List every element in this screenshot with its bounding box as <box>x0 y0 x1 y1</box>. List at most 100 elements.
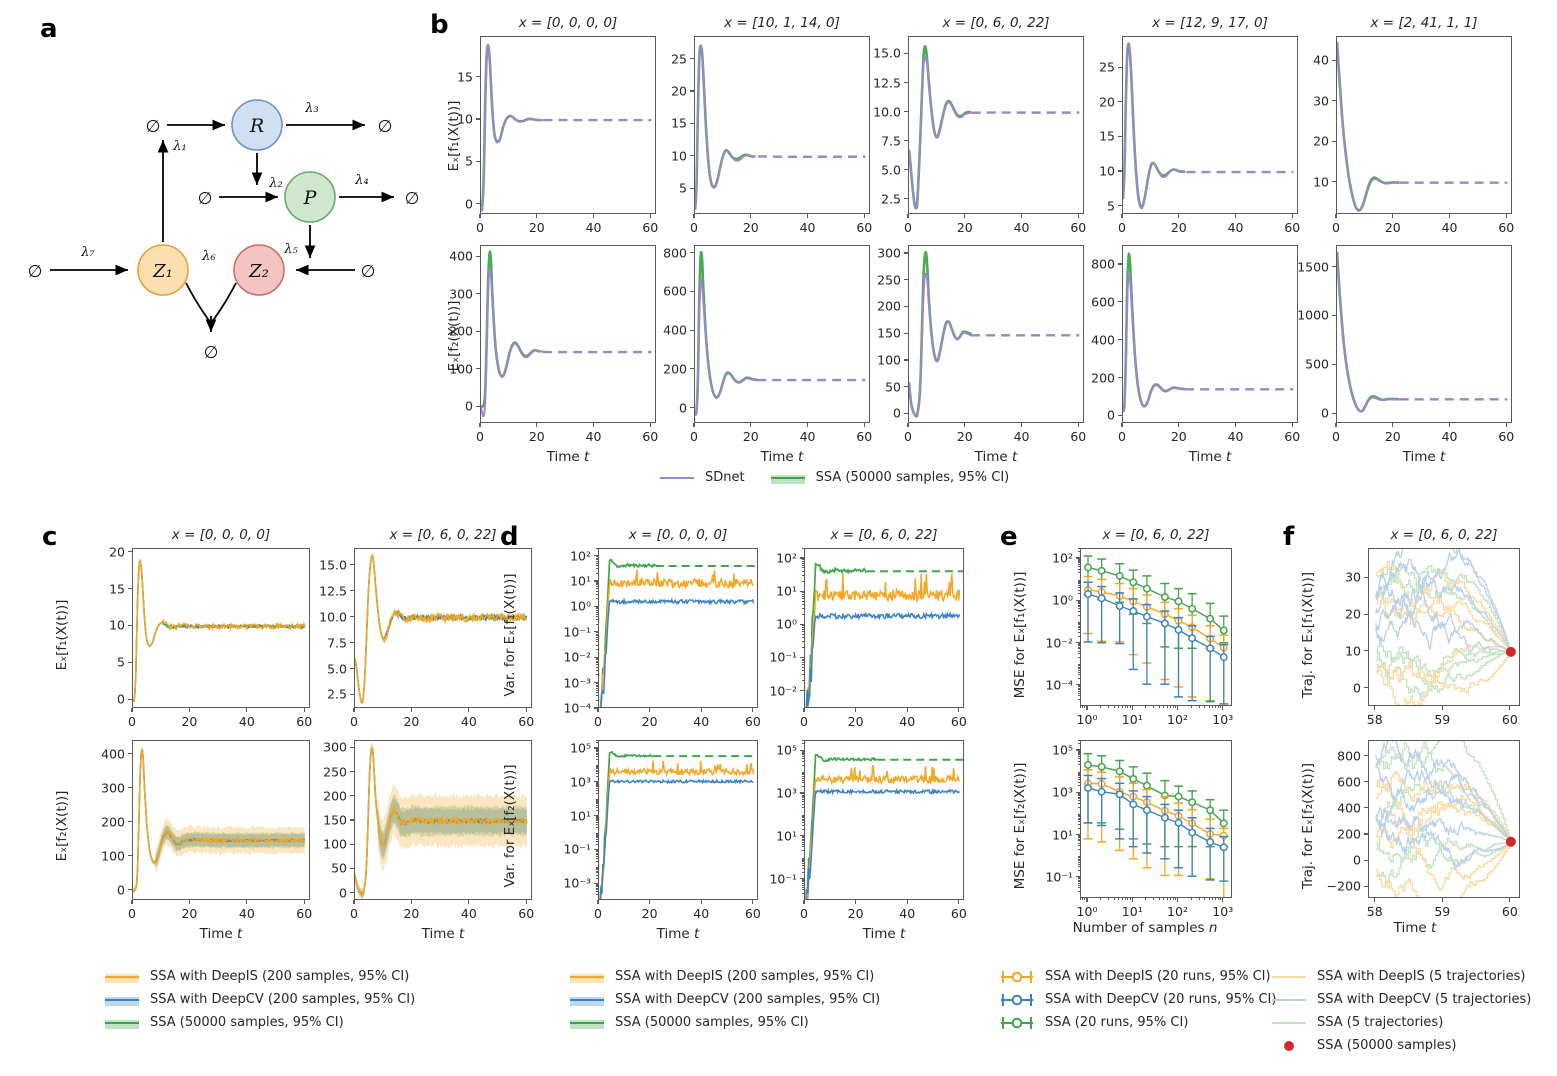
panel-f-r1-ytick: 30 <box>1345 569 1361 585</box>
panel-b-r1-c3-ytick: 2.5 <box>881 191 901 207</box>
node-P <box>284 171 336 223</box>
legend-item: SSA with DeepIS (200 samples, 95% CI) <box>570 965 880 988</box>
panel-d-row2-ylabel: Var. for Eₓ[f₂(X(t))] <box>502 764 518 888</box>
legend-item: SSA with DeepCV (5 trajectories) <box>1272 988 1531 1011</box>
panel-c-r1-c2-ytick: 7.5 <box>327 635 347 651</box>
panel-c-r2-c2-ytick: 150 <box>323 812 347 828</box>
panel-f-r2-ytick: 600 <box>1337 774 1361 790</box>
panel-c-r2-c1-xlabel: Time t <box>199 926 243 942</box>
panel-f-r2-subplot: 58 59 60 −200 0 200 400 600 800 <box>1327 740 1520 919</box>
panel-b-r2-c4-ytick: 800 <box>1091 256 1115 272</box>
panel-b-r1-c4-xtick: 40 <box>1227 220 1244 235</box>
panel-d-r2-c2-ytick: 10⁻¹ <box>769 871 797 887</box>
panel-b-r2-c2-subplot: 0 20 40 60 0 200 400 600 800 Time t <box>663 245 872 465</box>
panel-b-r1-c4-xtick: 60 <box>1284 220 1301 235</box>
panel-b-r1-c1-xtick: 0 <box>476 220 484 235</box>
legend-label: SSA with DeepCV (200 samples, 95% CI) <box>615 992 881 1007</box>
panel-b-r2-c4-ytick: 0 <box>1107 407 1115 423</box>
panel-d-r1-c1-ytick: 10⁻³ <box>563 675 591 691</box>
panel-b-r2-c4-xtick: 20 <box>1170 429 1187 444</box>
panel-d-r2-c2-xtick: 0 <box>800 906 808 921</box>
legend-item: SSA with DeepCV (20 runs, 95% CI) <box>1000 988 1276 1011</box>
svg-text:∅: ∅ <box>361 262 376 282</box>
panel-b-r1-c2-ytick: 25 <box>671 51 687 67</box>
panel-c-r2-c2-plot-area <box>354 740 532 900</box>
panel-c-r1-c1-title: x = [0, 0, 0, 0] <box>171 527 271 543</box>
legend-swatch-ssa <box>770 474 805 484</box>
panel-c-r2-c1-subplot: 0 20 40 60 0 100 200 300 400 Time t <box>101 740 312 942</box>
panel-e-r1-title: x = [0, 6, 0, 22] <box>1102 527 1210 543</box>
node-R <box>231 99 283 151</box>
legend-item: SSA (50000 samples, 95% CI) <box>770 466 1009 489</box>
panel-b-r2-c3-ytick: 50 <box>885 379 901 395</box>
svg-text:λ₄: λ₄ <box>354 173 368 188</box>
panel-b-r1-c3-ytick: 10.0 <box>873 104 901 120</box>
panel-b-r1-c4-ytick: 15 <box>1099 128 1115 144</box>
legend-item: SDnet <box>660 466 745 489</box>
panel-d-r2-c1-plot-area <box>598 740 758 900</box>
panel-b-r1-c5-xtick: 0 <box>1332 220 1340 235</box>
panel-b-r1-c3-subplot: x = [0, 6, 0, 22] 0 20 40 60 2.5 5.0 7.5 10.0 12.… <box>873 15 1086 235</box>
panel-d-r1-c2-ytick: 10⁻¹ <box>769 649 797 665</box>
panel-c-r1-c2-ytick: 12.5 <box>319 583 347 599</box>
svg-text:∅: ∅ <box>204 343 219 363</box>
panel-e-r2-xtick: 10² <box>1167 904 1188 919</box>
legend-item: SSA (20 runs, 95% CI) <box>1000 1011 1276 1034</box>
panel-b-r1-c5-subplot: x = [2, 41, 1, 1] 0 20 40 60 10 20 30 40 <box>1313 15 1514 235</box>
legend-item: SSA (50000 samples, 95% CI) <box>570 1011 880 1034</box>
panel-b-r1-c3-xtick: 40 <box>1013 220 1030 235</box>
panel-b-r2-c2-xlabel: Time t <box>760 449 804 465</box>
panel-b-r2-c4-xlabel: Time t <box>1188 449 1232 465</box>
node-Z1 <box>137 244 189 296</box>
panel-d-r2-c1-ytick: 10³ <box>570 774 591 790</box>
panel-b-r2-c3-ytick: 250 <box>877 272 901 288</box>
panel-d-r2-c2-subplot: 0 20 40 60 10⁵ 10³ 10¹ 10⁻¹ Time t <box>769 739 967 942</box>
panel-b-r1-c4-ytick: 25 <box>1099 59 1115 75</box>
panel-d-r1-c2-xtick: 20 <box>847 714 864 729</box>
panel-b-r2-c1-xlabel: Time t <box>546 449 590 465</box>
panel-e-r2-ytick: 10³ <box>1052 784 1073 800</box>
svg-text:λ₇: λ₇ <box>80 245 95 260</box>
panel-b-r2-c2-ytick: 600 <box>663 283 687 299</box>
panel-d-r2-c1-ytick: 10⁻¹ <box>563 841 591 857</box>
panel-e-r1-ytick: 10⁻⁴ <box>1045 677 1073 693</box>
panel-f-r1-subplot: x = [0, 6, 0, 22] 58 59 60 0 10 20 30 <box>1345 527 1520 727</box>
panel-b-r1-c2-xtick: 20 <box>742 220 759 235</box>
panel-f-r2-xtick: 59 <box>1434 904 1451 919</box>
legend-item: SSA (5 trajectories) <box>1272 1011 1531 1034</box>
panel-e-xlabel: Number of samples n <box>1072 920 1218 936</box>
panel-d-r1-c1-ytick: 10⁰ <box>570 598 591 614</box>
panel-c-r2-c2-subplot: 0 20 40 60 0 50 100 150 200 250 300 Time t <box>323 740 534 942</box>
panel-e-r1-ytick: 10² <box>1052 550 1073 566</box>
panel-b-r2-c2-plot-area <box>694 245 870 423</box>
panel-c-r1-c2-ytick: 2.5 <box>327 686 347 702</box>
panel-b-r1-c5-title: x = [2, 41, 1, 1] <box>1370 15 1478 31</box>
panel-d-r2-c2-xlabel: Time t <box>862 926 906 942</box>
panel-d-r1-c2-ytick: 10⁻² <box>769 683 797 699</box>
panel-f-r2-ytick: 200 <box>1337 826 1361 842</box>
panel-e-legend: SSA with DeepIS (20 runs, 95% CI) SSA wi… <box>1000 965 1276 1034</box>
panel-f-xlabel: Time t <box>1393 920 1437 936</box>
panel-f-r2-ytick: 800 <box>1337 748 1361 764</box>
panel-b-r1-c2-xtick: 60 <box>856 220 873 235</box>
panel-d-r1-c2-title: x = [0, 6, 0, 22] <box>830 527 938 543</box>
panel-label-f: f <box>1283 522 1295 552</box>
legend-label: SSA (5 trajectories) <box>1317 1015 1444 1030</box>
panel-b-r2-c5-ytick: 1500 <box>1297 259 1329 275</box>
panel-c-r2-c2-xtick: 40 <box>460 906 477 921</box>
panel-d-r1-c1-xtick: 60 <box>744 714 761 729</box>
panel-b-r1-c5-xtick: 60 <box>1498 220 1515 235</box>
panel-b-r1-c1-xtick: 60 <box>642 220 659 235</box>
panel-b-r1-c3-ytick: 7.5 <box>881 133 901 149</box>
panel-c-r1-c2-xtick: 60 <box>518 714 535 729</box>
legend-errorbar-deepis <box>1000 969 1034 985</box>
panel-label-a: a <box>40 14 58 44</box>
panel-c-r2-c1-xtick: 0 <box>128 906 136 921</box>
legend-item: SSA with DeepIS (20 runs, 95% CI) <box>1000 965 1276 988</box>
panel-c-r2-c2-xlabel: Time t <box>421 926 465 942</box>
panel-b-r2-c3-xtick: 60 <box>1070 429 1087 444</box>
panel-label-c: c <box>42 522 58 552</box>
panel-e-r1-xtick: 10⁰ <box>1076 712 1098 727</box>
panel-b-r2-c3-xtick: 40 <box>1013 429 1030 444</box>
panel-e-r1-ytick: 10⁻² <box>1045 635 1073 651</box>
